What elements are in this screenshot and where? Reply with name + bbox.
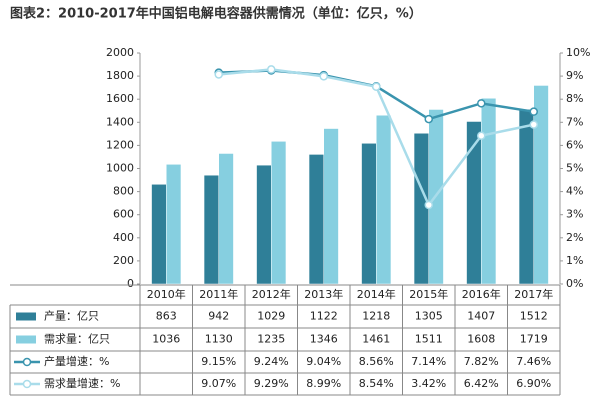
table-value: 9.24% [254, 355, 289, 368]
legend-label: 产量：亿只 [44, 309, 99, 323]
table-value: 1235 [257, 333, 285, 346]
y2-tick-label: 3% [566, 208, 583, 221]
table-value: 7.82% [464, 355, 499, 368]
y2-tick-label: 9% [566, 69, 583, 82]
bar [166, 164, 182, 285]
table-value: 7.14% [411, 355, 446, 368]
y-tick-label: 0 [127, 277, 134, 290]
y-tick-label: 1200 [106, 138, 134, 151]
y-tick-label: 1800 [106, 69, 134, 82]
y-tick-label: 600 [113, 208, 134, 221]
legend-swatch [16, 312, 36, 321]
x-tick-label: 2017年 [514, 287, 553, 301]
table-value: 1407 [467, 310, 495, 323]
legend-label: 产量增速：% [44, 354, 109, 368]
table-value: 6.90% [516, 377, 551, 390]
x-tick-label: 2010年 [147, 287, 186, 301]
x-tick-label: 2011年 [199, 287, 238, 301]
y2-tick-label: 5% [566, 162, 583, 175]
y-tick-label: 1000 [106, 162, 134, 175]
table-value: 9.07% [201, 377, 236, 390]
bar [413, 133, 429, 285]
bar [151, 184, 167, 285]
table-value: 1218 [362, 310, 390, 323]
legend-marker [22, 379, 32, 389]
table-value: 1036 [152, 333, 180, 346]
x-tick-label: 2015年 [409, 287, 448, 301]
table-value: 3.42% [411, 377, 446, 390]
table-value: 8.54% [359, 377, 394, 390]
point [267, 65, 276, 74]
x-tick-label: 2016年 [462, 287, 501, 301]
table-value: 9.04% [306, 355, 341, 368]
table-value: 1461 [362, 333, 390, 346]
x-tick-label: 2014年 [357, 287, 396, 301]
y2-tick-label: 0% [566, 277, 583, 290]
table-value: 6.42% [464, 377, 499, 390]
table-value: 7.46% [516, 355, 551, 368]
table-value: 8.56% [359, 355, 394, 368]
bar [481, 98, 497, 285]
bar [308, 154, 324, 285]
y2-tick-label: 8% [566, 92, 583, 105]
table-value: 9.29% [254, 377, 289, 390]
point [424, 200, 433, 210]
chart-title: 图表2：2010-2017年中国铝电解电容器供需情况（单位：亿只，%） [10, 6, 422, 22]
point [424, 114, 433, 124]
table-value: 1608 [467, 333, 495, 346]
bar [361, 143, 377, 285]
y2-tick-label: 1% [566, 254, 583, 267]
legend-label: 需求量增速：% [44, 376, 120, 390]
point [214, 70, 223, 79]
table-value: 863 [156, 310, 177, 323]
legend-marker [22, 357, 32, 367]
point [477, 99, 486, 108]
table-value: 1122 [310, 310, 338, 323]
y-tick-label: 800 [113, 185, 134, 198]
table-value: 1305 [415, 310, 443, 323]
table-value: 8.99% [306, 377, 341, 390]
y-tick-label: 400 [113, 231, 134, 244]
table-value: 9.15% [201, 355, 236, 368]
point [319, 72, 328, 81]
point [372, 82, 381, 91]
table-value: 1029 [257, 310, 285, 323]
bar [271, 141, 287, 285]
table-value: 1512 [520, 310, 548, 323]
table-value: 1511 [415, 333, 443, 346]
x-tick-label: 2012年 [252, 287, 291, 301]
point [477, 131, 486, 140]
bar [203, 174, 220, 285]
table-value: 942 [208, 310, 229, 323]
table-value: 1719 [520, 333, 548, 346]
bar [218, 153, 234, 285]
legend-label: 需求量：亿只 [44, 333, 110, 346]
legend-swatch [16, 335, 36, 344]
y2-tick-label: 4% [566, 185, 583, 198]
y2-tick-label: 2% [566, 231, 583, 244]
y-tick-label: 1400 [106, 115, 134, 128]
bar [256, 164, 272, 285]
y-tick-label: 200 [113, 254, 134, 267]
y2-tick-label: 7% [566, 115, 583, 128]
point [529, 120, 538, 129]
bar [376, 115, 392, 285]
table-value: 1130 [205, 333, 233, 346]
x-tick-label: 2013年 [304, 287, 343, 301]
y2-tick-label: 6% [566, 138, 583, 151]
table-value: 1346 [310, 333, 338, 346]
bar [533, 85, 549, 285]
bar [518, 109, 534, 285]
y-tick-label: 1600 [106, 92, 134, 105]
bar [323, 128, 339, 285]
y-tick-label: 2000 [106, 46, 134, 59]
y2-tick-label: 10% [566, 46, 590, 59]
point [529, 107, 538, 116]
